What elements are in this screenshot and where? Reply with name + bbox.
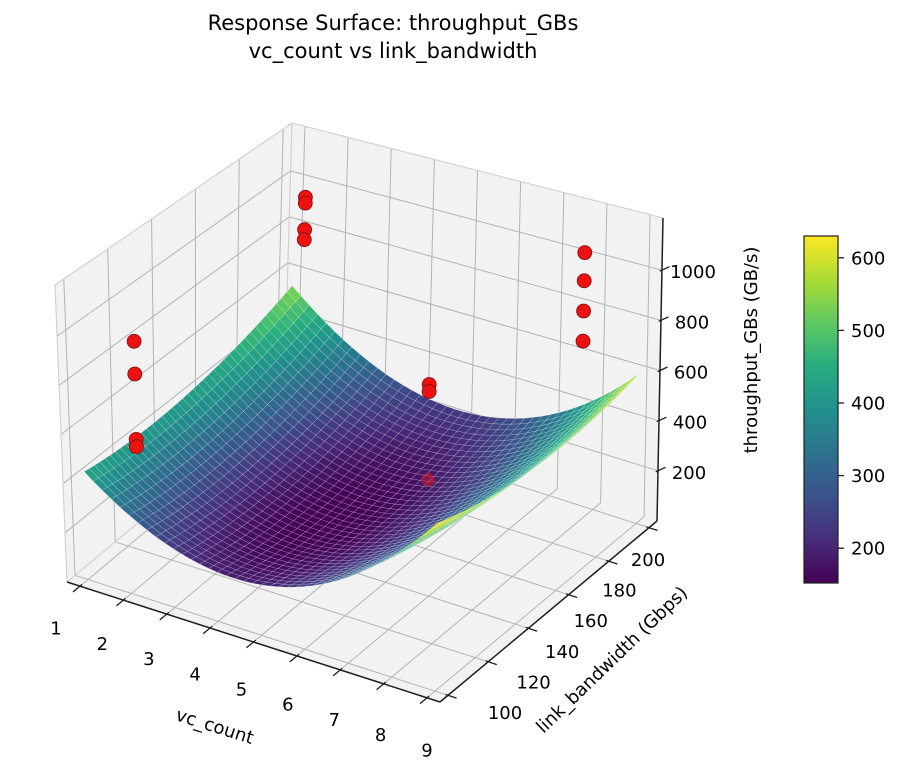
y-tick <box>646 526 658 532</box>
surface-quad <box>523 464 539 477</box>
surface-quad <box>604 394 619 407</box>
x-tick-label: 1 <box>50 619 61 640</box>
y-tick <box>525 626 538 632</box>
surface-quad <box>433 518 449 529</box>
pane-edge <box>291 122 664 219</box>
x-tick <box>332 667 343 677</box>
surface-quad <box>619 378 635 391</box>
z-tick <box>655 466 666 473</box>
x-tick-label: 4 <box>189 664 200 685</box>
scatter-point <box>576 303 591 319</box>
x-tick-label: 8 <box>375 725 386 746</box>
colorbar-tick-label: 500 <box>851 321 885 342</box>
y-tick-label: 100 <box>488 703 522 724</box>
surface-quad <box>549 445 564 457</box>
x-tick <box>72 583 83 593</box>
x-tick <box>376 681 387 691</box>
x-tick-label: 3 <box>143 649 154 670</box>
z-tick-label: 200 <box>672 463 706 484</box>
x-tick-label: 2 <box>97 634 108 655</box>
plot-title-line1: Response Surface: throughput_GBs <box>208 11 579 36</box>
z-tick-label: 1000 <box>670 262 716 283</box>
z-tick-label: 400 <box>673 413 707 434</box>
z-tick-label: 800 <box>675 312 709 333</box>
surface-quad <box>574 423 589 435</box>
surface-quad <box>609 389 625 402</box>
grid-line-z-left <box>58 216 290 386</box>
surface-quad <box>569 427 584 440</box>
y-tick <box>485 660 498 666</box>
x-tick-label: 7 <box>328 710 339 731</box>
grid-line-y-floor <box>74 574 449 696</box>
plot-3d-area: 1 2 3 4 5 6 7 8 9 100 120 140 160 180 200 200 400 600 800 1… <box>50 122 716 761</box>
z-tick-label: 600 <box>674 363 708 384</box>
y-tick-label: 140 <box>545 642 579 663</box>
colorbar: 200 300 400 500 600 <box>803 235 885 584</box>
x-tick <box>115 597 126 607</box>
x-tick-label: 6 <box>282 695 293 716</box>
x-tick-label: 9 <box>421 740 432 761</box>
z-tick <box>658 316 669 322</box>
surface-quad <box>503 479 519 491</box>
x-axis-label: vc_count <box>173 705 256 749</box>
x-tick <box>202 625 213 635</box>
y-tick-label: 180 <box>602 581 636 602</box>
scatter-point <box>576 273 592 289</box>
pane-edge <box>54 122 293 286</box>
scatter-point <box>575 333 591 349</box>
y-tick <box>606 559 618 565</box>
x-tick <box>289 653 300 663</box>
scatter-point <box>127 366 143 382</box>
grid-line-z-right <box>289 216 662 321</box>
surface-quad <box>493 485 509 497</box>
scatter-point <box>297 195 313 211</box>
scatter-point <box>577 245 593 261</box>
colorbar-tick-label: 200 <box>851 539 885 560</box>
surface-quad <box>528 461 544 473</box>
y-tick <box>565 593 578 599</box>
colorbar-tick-label: 400 <box>851 394 885 415</box>
scatter-point <box>126 333 142 349</box>
z-tick <box>657 366 668 373</box>
plot-title-line2: vc_count vs link_bandwidth <box>249 39 538 64</box>
pane-edge <box>54 284 68 583</box>
grid-line-x-floor <box>426 516 645 699</box>
y-axis-spine <box>439 520 658 703</box>
y-tick-label: 160 <box>574 611 608 632</box>
surface-quad <box>564 432 579 444</box>
scatter-point <box>128 439 144 455</box>
scatter-point-dim <box>421 472 436 487</box>
grid-line-x-floor <box>383 502 601 685</box>
x-tick-label: 5 <box>236 680 247 701</box>
z-axis-label: throughput_GBs (GB/s) <box>741 247 762 454</box>
y-tick <box>445 693 457 699</box>
surface-quad <box>453 508 469 520</box>
surface-quad <box>488 489 504 500</box>
grid-line-z-left <box>60 262 289 435</box>
colorbar-tick-label: 600 <box>851 248 885 269</box>
grid-line-z-right <box>287 262 661 371</box>
scatter-point <box>296 232 312 248</box>
y-tick-label: 200 <box>631 550 665 571</box>
surface-quad <box>589 409 604 421</box>
scatter-point <box>421 384 437 399</box>
surface-quad <box>428 520 444 531</box>
z-tick <box>656 416 667 423</box>
grid-line-y-floor <box>115 541 489 663</box>
surface-quad <box>508 475 524 487</box>
y-tick-label: 120 <box>516 672 550 693</box>
x-tick <box>246 639 257 649</box>
surface-quad <box>614 384 630 397</box>
colorbar-tick-label: 300 <box>851 466 885 487</box>
colorbar-bar <box>803 235 839 584</box>
grid-line-z-right <box>290 170 663 271</box>
z-tick <box>659 266 670 272</box>
grid-line-x-floor <box>339 488 558 671</box>
grid-line-z-left <box>56 170 291 337</box>
x-tick <box>159 611 170 621</box>
x-tick <box>419 695 430 705</box>
surface-quad <box>438 516 454 527</box>
